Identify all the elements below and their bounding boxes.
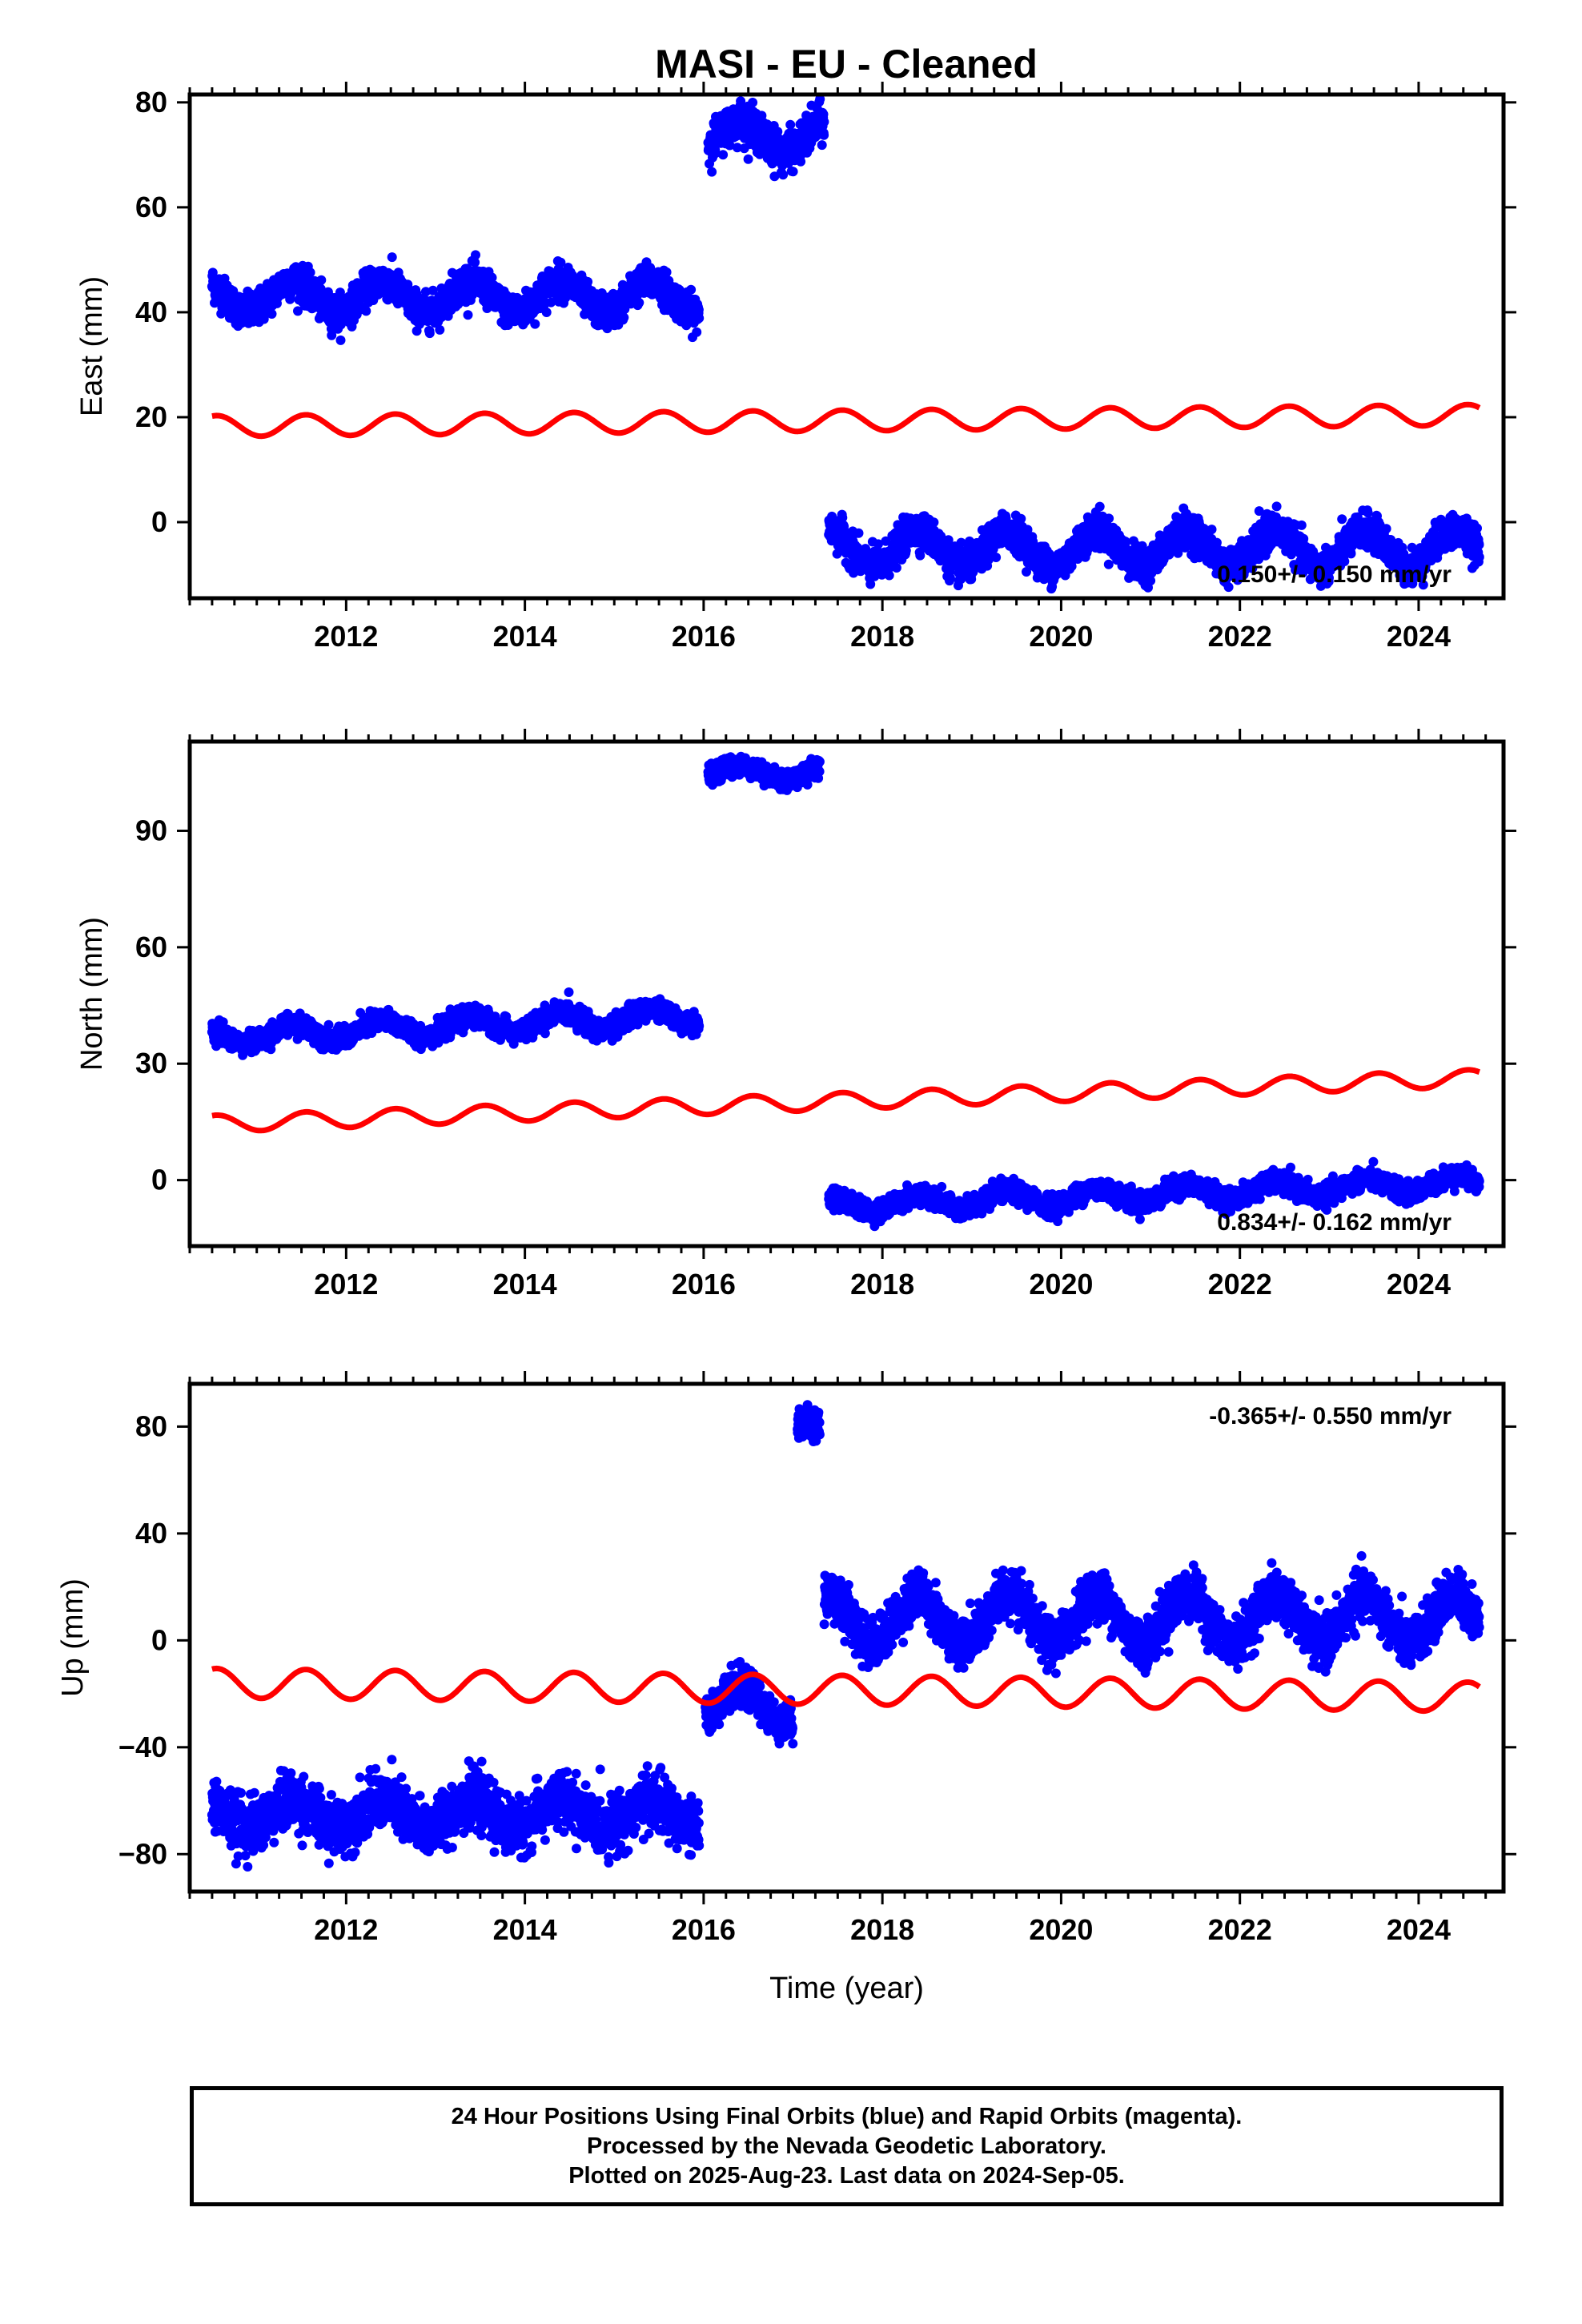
east-point — [694, 313, 705, 324]
east-panel: 2012 2014 2016 2018 2020 2022 2024020406080Eas… — [75, 82, 1516, 653]
east-point — [692, 327, 702, 337]
east-point — [293, 306, 303, 316]
east-point — [718, 150, 729, 160]
east-point — [915, 550, 926, 561]
east-point — [556, 257, 566, 267]
east-point — [785, 119, 796, 130]
chart-title: MASI - EU - Cleaned — [655, 42, 1038, 86]
east-point — [435, 324, 445, 335]
east-point — [743, 154, 753, 164]
east-point — [1296, 520, 1307, 530]
east-point — [530, 319, 540, 329]
east-point — [1094, 501, 1105, 512]
east-point — [207, 267, 218, 278]
east-point — [817, 140, 827, 151]
east-point — [819, 130, 829, 140]
east-point — [853, 528, 864, 538]
east-point — [316, 275, 327, 285]
east-point — [686, 284, 697, 295]
east-point — [1337, 514, 1347, 525]
east-point — [991, 553, 1002, 562]
east-point — [1104, 513, 1114, 524]
east-point — [693, 304, 704, 315]
east-point — [463, 310, 473, 320]
east-point — [361, 306, 371, 316]
east-point — [335, 335, 346, 345]
east-point — [541, 308, 552, 317]
east-point — [819, 117, 829, 127]
east-point — [891, 563, 901, 573]
east-point — [707, 167, 717, 177]
east-point — [1103, 559, 1114, 569]
east-point — [778, 170, 789, 180]
east-point — [1120, 537, 1130, 546]
east-point — [1271, 501, 1282, 512]
east-point — [420, 287, 431, 297]
east-point — [1299, 533, 1309, 544]
east-point — [748, 98, 758, 107]
east-point — [471, 250, 480, 260]
east-point — [583, 276, 593, 287]
east-point — [945, 573, 955, 583]
east-point — [634, 298, 644, 308]
east-point — [546, 297, 556, 308]
east-point — [305, 267, 315, 278]
east-observations — [207, 94, 1484, 594]
east-point — [661, 267, 672, 277]
east-point — [788, 167, 798, 177]
east-point — [487, 272, 497, 283]
east-point — [428, 285, 438, 296]
east-point — [1363, 508, 1373, 518]
east-point — [1207, 525, 1217, 535]
east-point — [470, 257, 480, 267]
east-point — [267, 309, 277, 319]
east-point — [424, 328, 435, 339]
time-series-figure: MASI - EU - Cleaned 2012 2014 2016 2018 2020… — [56, 42, 1516, 2005]
east-point — [327, 330, 337, 340]
east-point — [1381, 524, 1391, 534]
east-point — [619, 312, 629, 323]
east-point — [387, 252, 397, 263]
